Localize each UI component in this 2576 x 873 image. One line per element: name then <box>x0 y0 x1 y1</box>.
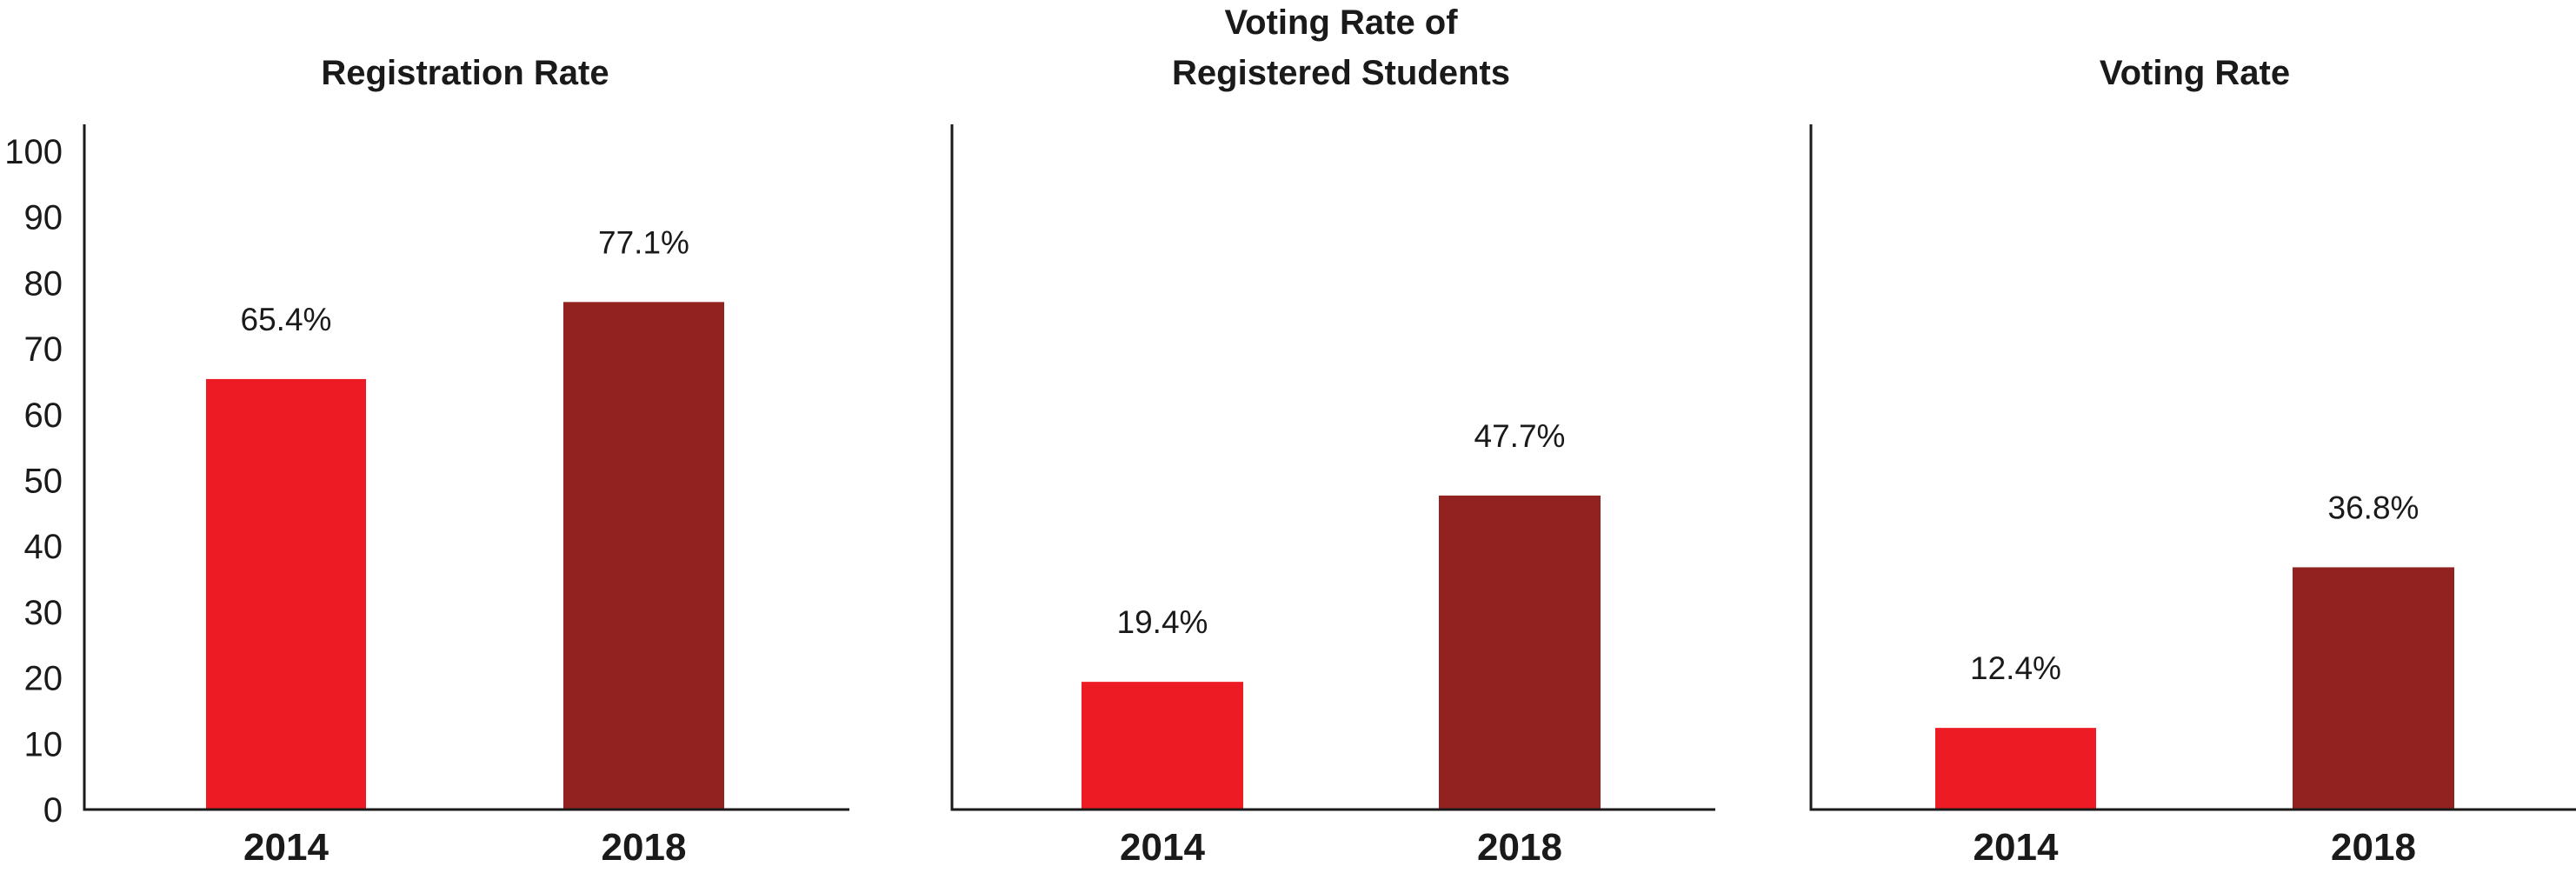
y-tick-label: 60 <box>24 397 63 435</box>
bar-2018 <box>2293 567 2454 810</box>
x-tick-label: 2018 <box>2331 826 2416 869</box>
data-label: 19.4% <box>1117 604 1208 640</box>
chart-title: Voting Rate of <box>1224 3 1458 42</box>
x-tick-label: 2018 <box>602 826 687 869</box>
y-tick-label: 20 <box>24 660 63 698</box>
y-tick-label: 80 <box>24 264 63 303</box>
x-tick-label: 2014 <box>1120 826 1205 869</box>
bar-2018 <box>563 302 724 810</box>
chart-title: Registration Rate <box>321 54 609 92</box>
y-tick-label: 70 <box>24 330 63 369</box>
y-tick-label: 10 <box>24 725 63 763</box>
bar-2014 <box>206 378 366 810</box>
data-label: 65.4% <box>241 302 332 337</box>
data-label: 77.1% <box>598 224 689 260</box>
chart-title: Voting Rate <box>2100 54 2290 92</box>
bar-2014 <box>1082 682 1243 810</box>
x-tick-label: 2018 <box>1477 826 1562 869</box>
chart-title: Registered Students <box>1172 54 1510 92</box>
bar-2014 <box>1935 728 2096 810</box>
data-label: 47.7% <box>1474 418 1566 454</box>
data-label: 12.4% <box>1970 650 2061 686</box>
bar-2018 <box>1439 495 1601 810</box>
y-tick-label: 40 <box>24 528 63 566</box>
y-tick-label: 30 <box>24 594 63 632</box>
data-label: 36.8% <box>2328 490 2420 525</box>
y-tick-label: 100 <box>4 133 63 171</box>
y-tick-label: 50 <box>24 463 63 501</box>
x-tick-label: 2014 <box>1974 826 2059 869</box>
y-tick-label: 90 <box>24 199 63 237</box>
x-tick-label: 2014 <box>243 826 329 869</box>
y-tick-label: 0 <box>43 791 63 830</box>
